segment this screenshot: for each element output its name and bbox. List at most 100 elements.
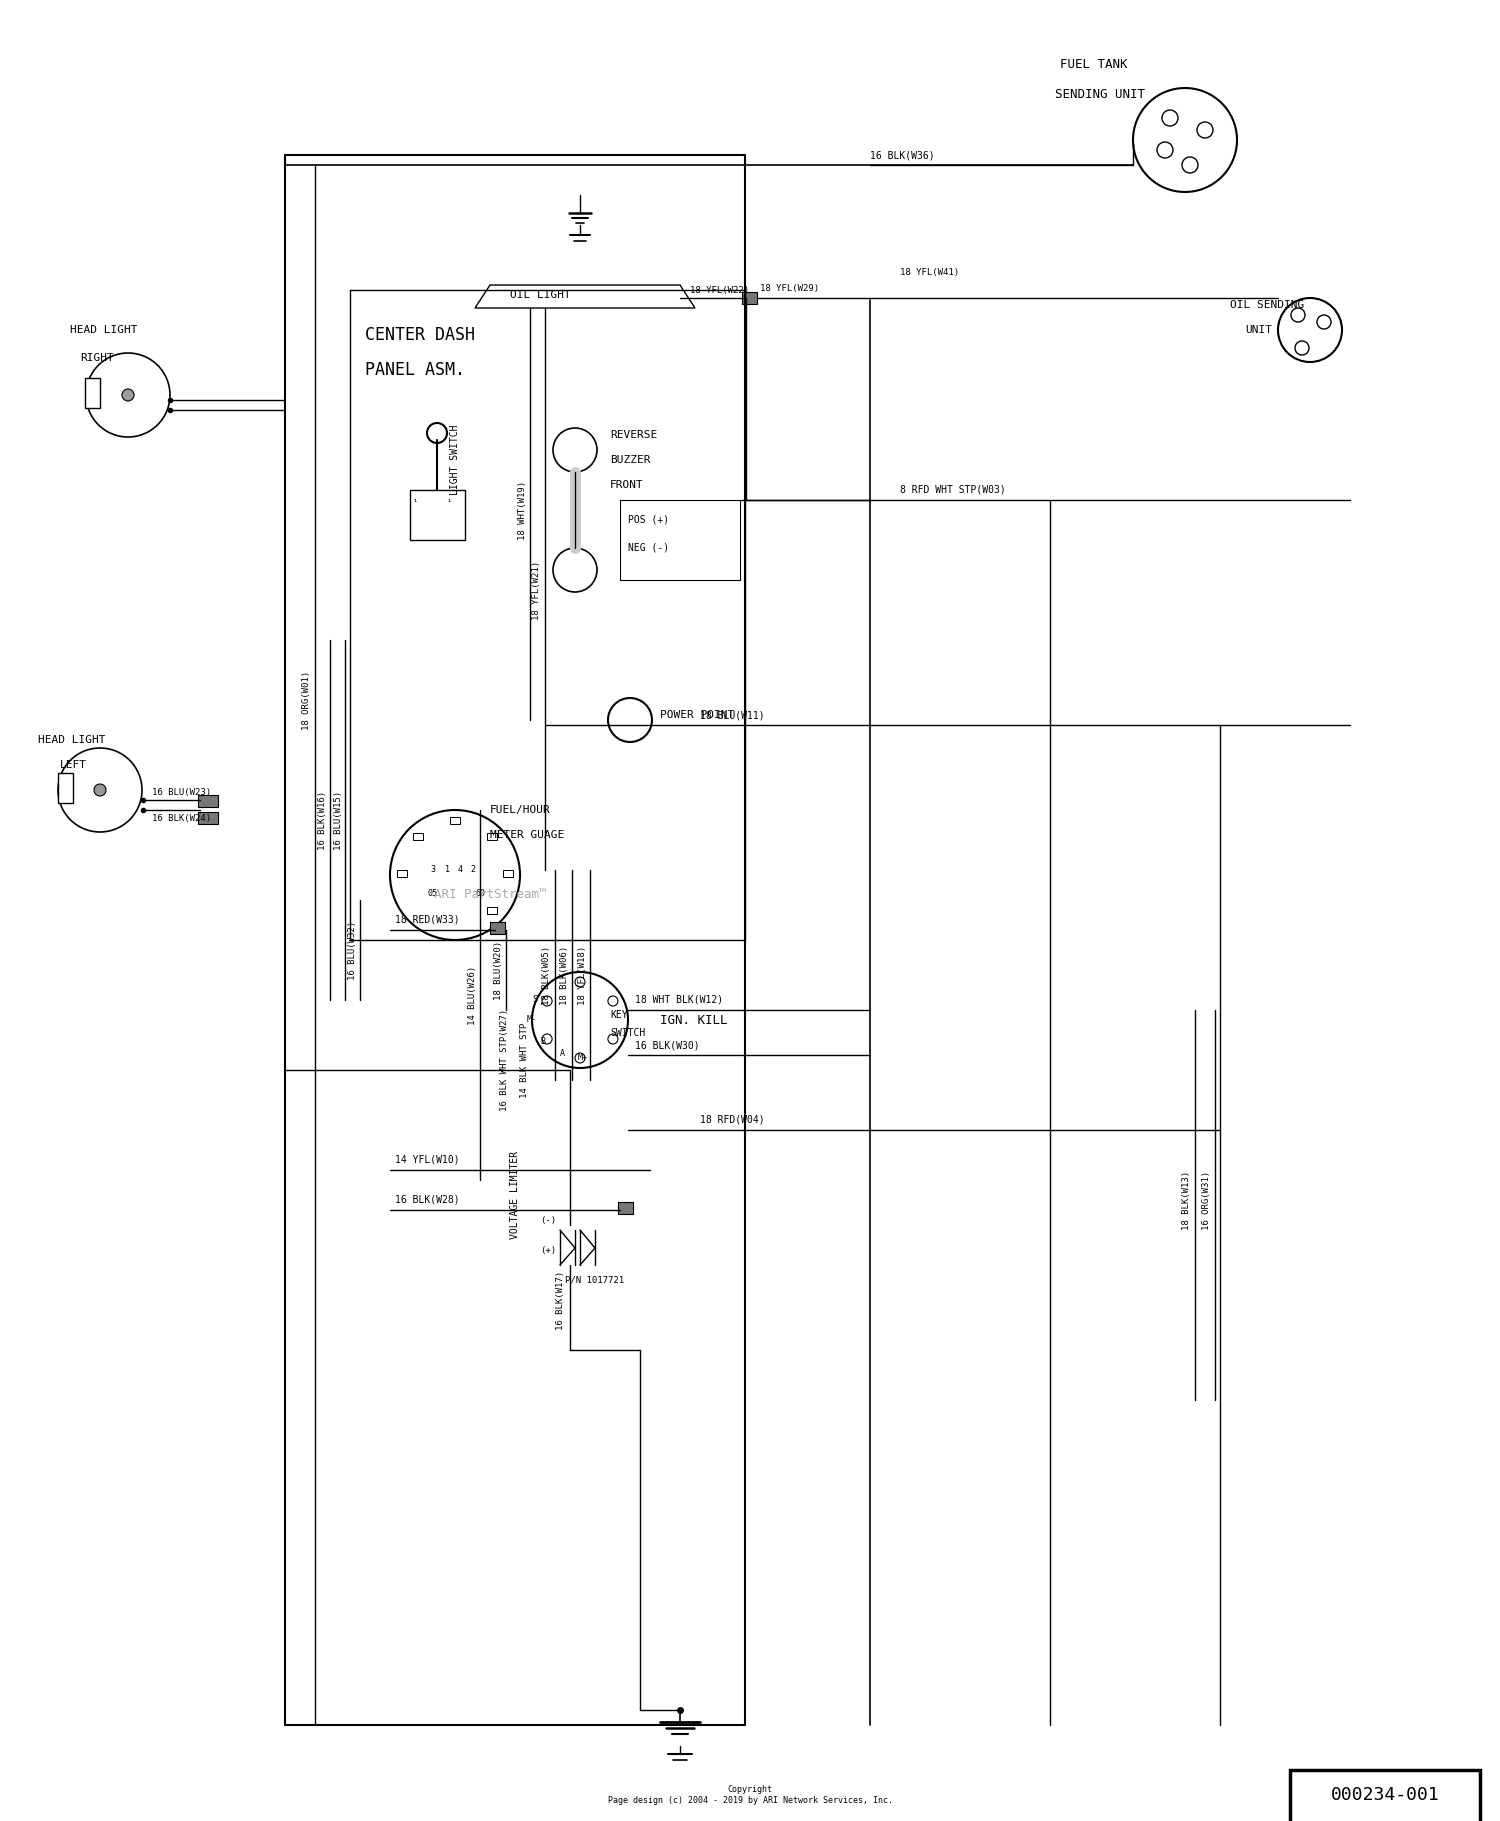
- Text: 18 BLU(W20): 18 BLU(W20): [494, 940, 502, 1000]
- Text: 18 RFD(W04): 18 RFD(W04): [700, 1114, 765, 1125]
- Text: 14 YFL(W10): 14 YFL(W10): [394, 1155, 459, 1165]
- Text: 2: 2: [471, 865, 476, 874]
- Text: 18 WHT BLK(W12): 18 WHT BLK(W12): [634, 994, 723, 1005]
- Text: ¹: ¹: [447, 499, 452, 508]
- Text: CENTER DASH: CENTER DASH: [364, 326, 476, 344]
- Text: 16 BLK(W36): 16 BLK(W36): [870, 149, 934, 160]
- Text: VOLTAGE LIMITER: VOLTAGE LIMITER: [510, 1151, 520, 1238]
- Circle shape: [94, 785, 106, 796]
- Text: 18 WHT(W19): 18 WHT(W19): [518, 481, 526, 539]
- Circle shape: [608, 996, 618, 1005]
- Text: 16 ORG(W31): 16 ORG(W31): [1203, 1171, 1212, 1229]
- Bar: [86, 379, 100, 408]
- Text: 16 BLK(W24): 16 BLK(W24): [152, 814, 211, 823]
- Text: SENDING UNIT: SENDING UNIT: [1054, 89, 1144, 102]
- Circle shape: [554, 548, 597, 592]
- Bar: [618, 1202, 633, 1215]
- Text: B: B: [540, 1038, 544, 1047]
- Text: FUEL TANK: FUEL TANK: [1060, 58, 1128, 71]
- Text: 18 BLK(W05): 18 BLK(W05): [543, 945, 552, 1005]
- Bar: [410, 490, 465, 541]
- Text: 18 RED(W33): 18 RED(W33): [394, 914, 459, 925]
- Text: KEY: KEY: [610, 1011, 627, 1020]
- Text: 18 BLU(W11): 18 BLU(W11): [700, 710, 765, 719]
- Bar: [742, 291, 758, 304]
- Bar: [198, 796, 217, 807]
- Bar: [413, 832, 423, 839]
- Text: ¹: ¹: [413, 499, 419, 508]
- Text: A: A: [560, 1049, 566, 1058]
- Text: RIGHT: RIGHT: [80, 353, 114, 362]
- Text: 16 BLK(W30): 16 BLK(W30): [634, 1040, 699, 1051]
- Text: P/N 1017721: P/N 1017721: [566, 1275, 624, 1284]
- Text: 18 YFL(W22): 18 YFL(W22): [690, 286, 748, 295]
- Circle shape: [1132, 87, 1238, 191]
- Text: 16 BLK(W17): 16 BLK(W17): [555, 1271, 564, 1329]
- Text: NEG (-): NEG (-): [628, 543, 669, 554]
- Circle shape: [390, 810, 520, 940]
- Text: FUEL/HOUR: FUEL/HOUR: [490, 805, 550, 816]
- Bar: [488, 907, 498, 914]
- Circle shape: [554, 428, 597, 472]
- Text: 60: 60: [476, 889, 484, 898]
- Circle shape: [574, 1053, 585, 1063]
- Text: OIL SENDING: OIL SENDING: [1230, 300, 1304, 310]
- Circle shape: [427, 422, 447, 443]
- Bar: [450, 818, 460, 823]
- Text: IGN. KILL: IGN. KILL: [660, 1014, 728, 1027]
- Text: 14 BLU(W26): 14 BLU(W26): [468, 965, 477, 1025]
- Text: SWITCH: SWITCH: [610, 1029, 645, 1038]
- Circle shape: [1182, 157, 1198, 173]
- Bar: [198, 812, 217, 823]
- Text: M+: M+: [578, 1054, 588, 1062]
- Text: POWER POINT: POWER POINT: [660, 710, 735, 719]
- Text: 14 BLK WHT STP: 14 BLK WHT STP: [520, 1022, 530, 1098]
- Text: 05: 05: [427, 889, 438, 898]
- Text: (-): (-): [540, 1215, 556, 1224]
- Circle shape: [1156, 142, 1173, 158]
- Circle shape: [122, 390, 134, 401]
- Text: PANEL ASM.: PANEL ASM.: [364, 361, 465, 379]
- Text: 18 YFL(W18): 18 YFL(W18): [578, 945, 586, 1005]
- Text: FRONT: FRONT: [610, 481, 644, 490]
- Bar: [1290, 1770, 1480, 1821]
- Text: HEAD LIGHT: HEAD LIGHT: [70, 324, 138, 335]
- Bar: [490, 921, 506, 934]
- Circle shape: [1294, 341, 1310, 355]
- Circle shape: [574, 978, 585, 987]
- Text: 16 BLK WHT STP(W27): 16 BLK WHT STP(W27): [500, 1009, 508, 1111]
- Circle shape: [86, 353, 170, 437]
- Text: UNIT: UNIT: [1245, 324, 1272, 335]
- Circle shape: [1278, 299, 1342, 362]
- Text: HEAD LIGHT: HEAD LIGHT: [38, 736, 105, 745]
- Text: 18 BLK(W06): 18 BLK(W06): [560, 945, 568, 1005]
- Text: 000234-001: 000234-001: [1330, 1786, 1440, 1805]
- Text: S: S: [532, 996, 537, 1005]
- Text: 4: 4: [458, 865, 462, 874]
- Circle shape: [532, 972, 628, 1067]
- Text: OIL LIGHT: OIL LIGHT: [510, 290, 570, 300]
- Text: (+): (+): [540, 1246, 556, 1255]
- Text: REVERSE: REVERSE: [610, 430, 657, 441]
- Bar: [58, 772, 74, 803]
- Text: 16 BLK(W16): 16 BLK(W16): [318, 790, 327, 850]
- Bar: [503, 870, 513, 878]
- Text: 18 YFL(W41): 18 YFL(W41): [900, 268, 958, 277]
- Text: 18 BLK(W13): 18 BLK(W13): [1182, 1171, 1191, 1229]
- Text: 16 BLU(W32): 16 BLU(W32): [348, 920, 357, 980]
- Circle shape: [58, 748, 142, 832]
- Text: 8 RFD WHT STP(W03): 8 RFD WHT STP(W03): [900, 484, 1005, 495]
- Text: M-: M-: [526, 1016, 537, 1025]
- Circle shape: [542, 1034, 552, 1043]
- Text: BUZZER: BUZZER: [610, 455, 651, 464]
- Circle shape: [1162, 109, 1178, 126]
- Circle shape: [1292, 308, 1305, 322]
- Polygon shape: [476, 286, 694, 308]
- Text: 16 BLK(W28): 16 BLK(W28): [394, 1195, 459, 1206]
- Circle shape: [608, 1034, 618, 1043]
- Text: 16 BLU(W15): 16 BLU(W15): [333, 790, 342, 850]
- Circle shape: [1197, 122, 1214, 138]
- Text: 18 ORG(W01): 18 ORG(W01): [303, 670, 312, 730]
- Bar: [620, 501, 740, 581]
- Text: LIGHT SWITCH: LIGHT SWITCH: [450, 424, 460, 495]
